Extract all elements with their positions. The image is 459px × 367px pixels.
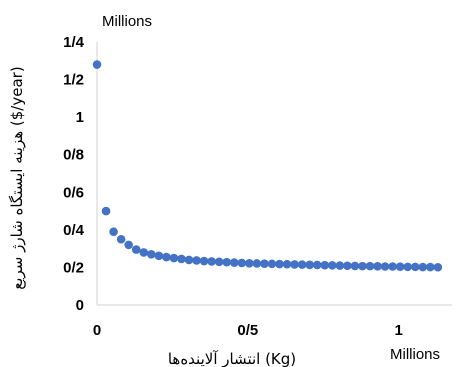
y-tick-label: 1/4 — [63, 34, 85, 51]
data-point — [214, 257, 224, 267]
axes — [96, 42, 452, 306]
data-point — [305, 260, 314, 270]
data-point — [418, 262, 428, 272]
data-points — [92, 60, 443, 272]
y-tick-label: 0/2 — [63, 259, 84, 276]
data-point — [101, 206, 111, 216]
data-point — [260, 259, 269, 268]
data-point — [297, 260, 307, 269]
data-point — [335, 261, 345, 270]
data-point — [199, 256, 209, 266]
data-point — [237, 258, 247, 268]
y-tick-label: 1/2 — [63, 72, 84, 89]
data-point — [290, 260, 299, 269]
data-point — [410, 262, 420, 272]
data-point — [139, 248, 149, 257]
data-point — [388, 262, 397, 271]
x-tick-label: 0/5 — [237, 322, 258, 339]
y-tick-label: 0/6 — [63, 184, 84, 201]
data-point — [222, 257, 232, 267]
data-point — [109, 227, 118, 237]
data-point — [252, 259, 262, 268]
data-point — [92, 60, 102, 69]
data-point — [365, 261, 375, 271]
data-point — [275, 259, 284, 269]
data-point — [124, 240, 133, 250]
data-point — [343, 261, 352, 271]
x-tick-label: 1 — [394, 322, 402, 339]
y-tick-label: 0/8 — [63, 147, 84, 164]
data-point — [192, 256, 201, 265]
data-point — [229, 258, 239, 267]
data-point — [116, 234, 126, 244]
y-tick-label: 0 — [76, 297, 84, 314]
data-point — [131, 245, 141, 254]
y-tick-label: 0/4 — [63, 222, 85, 239]
data-point — [395, 262, 405, 271]
data-point — [350, 261, 360, 271]
y-scale-label: Millions — [102, 13, 152, 30]
data-point — [320, 260, 330, 270]
data-point — [177, 254, 186, 264]
data-point — [282, 259, 292, 269]
data-point — [147, 249, 156, 259]
data-point — [373, 262, 382, 271]
data-point — [207, 257, 216, 266]
y-tick-label: 1 — [76, 109, 84, 126]
x-axis-title: انتشار آلاینده‌ها (Kg) — [168, 350, 296, 367]
data-point — [184, 255, 194, 265]
data-point — [154, 251, 164, 261]
data-point — [358, 261, 367, 271]
data-point — [426, 262, 435, 272]
y-axis-title: هزینه ایستگاه شارژ سریع ($/year) — [8, 66, 26, 289]
data-point — [245, 258, 254, 268]
data-point — [433, 262, 443, 272]
data-point — [328, 261, 337, 270]
data-point — [267, 259, 277, 269]
data-point — [162, 252, 171, 262]
data-point — [169, 253, 179, 263]
x-tick-label: 0 — [93, 322, 101, 339]
tick-labels: 0 0/2 0/4 0/6 0/8 1 1/2 1/4 0 0/5 1 — [63, 34, 403, 339]
data-point — [403, 262, 413, 272]
x-scale-label: Millions — [390, 346, 440, 363]
data-point — [312, 260, 322, 270]
data-point — [380, 262, 390, 271]
